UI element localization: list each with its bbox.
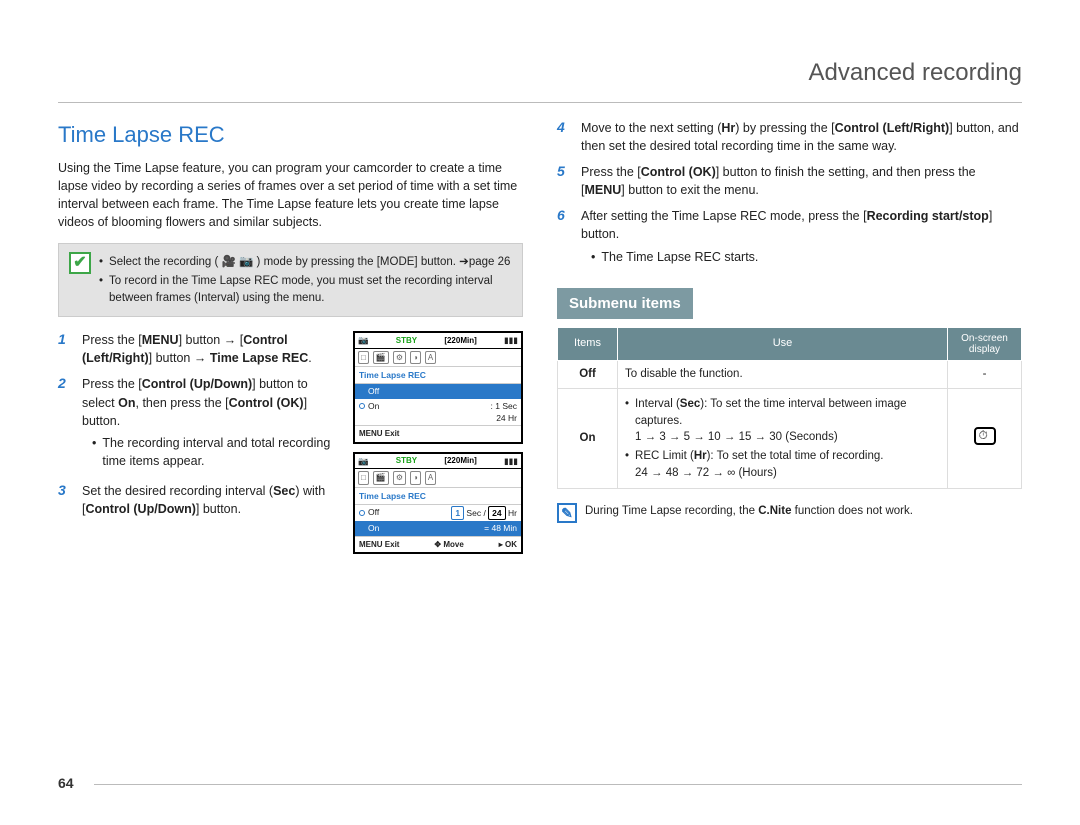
radio-icon [359, 389, 365, 395]
screenshot-column: 📷 STBY [220Min] ▮▮▮ □🎬⚙◑A Time Lapse REC… [353, 331, 523, 562]
note-item: To record in the Time Lapse REC mode, yo… [99, 273, 512, 306]
menu-item-off[interactable]: Off 1 Sec / 24 Hr [355, 505, 521, 521]
cell-use: Interval (Sec): To set the time interval… [618, 389, 948, 489]
right-column: 4 Move to the next setting (Hr) by press… [557, 119, 1022, 563]
header-rule [58, 102, 1022, 103]
step-body: Press the [MENU] button → [Control (Left… [82, 331, 343, 367]
table-row: On Interval (Sec): To set the time inter… [558, 389, 1022, 489]
exit-hint: MENU Exit [359, 428, 399, 440]
th-items: Items [558, 328, 618, 361]
stby-label: STBY [396, 335, 417, 347]
left-column: Time Lapse REC Using the Time Lapse feat… [58, 119, 523, 563]
th-onscreen: On-screen display [948, 328, 1022, 361]
step: 3 Set the desired recording interval (Se… [58, 482, 343, 518]
remaining-time: [220Min] [444, 455, 476, 467]
cell-osd: - [948, 361, 1022, 389]
check-icon: ✔ [69, 252, 91, 274]
stby-label: STBY [396, 455, 417, 467]
battery-icon: ▮▮▮ [504, 455, 518, 467]
step-number: 2 [58, 375, 72, 474]
footer-rule [94, 784, 1022, 785]
mode-icon-strip: □🎬⚙◑A [355, 349, 521, 368]
section-title: Time Lapse REC [58, 119, 523, 151]
radio-icon [359, 510, 365, 516]
step: 4 Move to the next setting (Hr) by press… [557, 119, 1022, 155]
step: 1 Press the [MENU] button → [Control (Le… [58, 331, 343, 367]
camcorder-screenshot-1: 📷 STBY [220Min] ▮▮▮ □🎬⚙◑A Time Lapse REC… [353, 331, 523, 444]
footnote: ✎ During Time Lapse recording, the C.Nit… [557, 503, 1022, 523]
step-body: Press the [Control (OK)] button to finis… [581, 163, 1022, 199]
step-number: 4 [557, 119, 571, 155]
calc-result: = 48 Min [484, 522, 517, 534]
page-number: 64 [58, 773, 74, 793]
submenu-table: Items Use On-screen display Off To disab… [557, 327, 1022, 489]
menu-item-on[interactable]: On = 48 Min [355, 521, 521, 535]
menu-title: Time Lapse REC [355, 367, 521, 384]
step-body: Move to the next setting (Hr) by pressin… [581, 119, 1022, 155]
menu-item-on[interactable]: On : 1 Sec24 Hr [355, 399, 521, 426]
note-box: ✔ Select the recording ( 🎥 📷 ) mode by p… [58, 243, 523, 317]
remaining-time: [220Min] [444, 335, 476, 347]
exit-hint: MENU Exit [359, 539, 399, 551]
note-list: Select the recording ( 🎥 📷 ) mode by pre… [99, 252, 512, 308]
radio-icon [359, 526, 365, 532]
camcorder-screenshot-2: 📷 STBY [220Min] ▮▮▮ □🎬⚙◑A Time Lapse REC… [353, 452, 523, 554]
rec-icon: 📷 [358, 334, 369, 346]
radio-icon [359, 403, 365, 409]
step-sub: The recording interval and total recordi… [92, 434, 343, 470]
move-hint: ✥ Move [434, 539, 463, 551]
th-use: Use [618, 328, 948, 361]
hr-pill[interactable]: 24 [488, 506, 505, 520]
rec-icon: 📷 [358, 455, 369, 467]
note-item: Select the recording ( 🎥 📷 ) mode by pre… [99, 254, 512, 271]
use-bullet: Interval (Sec): To set the time interval… [625, 396, 940, 446]
use-bullet: REC Limit (Hr): To set the total time of… [625, 448, 940, 481]
step: 2 Press the [Control (Up/Down)] button t… [58, 375, 343, 474]
step-number: 1 [58, 331, 72, 367]
step-body: Set the desired recording interval (Sec)… [82, 482, 343, 518]
info-icon: ✎ [557, 503, 577, 523]
step: 5 Press the [Control (OK)] button to fin… [557, 163, 1022, 199]
sec-pill[interactable]: 1 [451, 506, 464, 520]
menu-item-off[interactable]: Off [355, 384, 521, 398]
battery-icon: ▮▮▮ [504, 334, 518, 346]
cell-item: Off [558, 361, 618, 389]
step-number: 5 [557, 163, 571, 199]
step: 6 After setting the Time Lapse REC mode,… [557, 207, 1022, 269]
ok-hint: ▸ OK [499, 539, 517, 551]
cell-osd [948, 389, 1022, 489]
cell-item: On [558, 389, 618, 489]
intro-paragraph: Using the Time Lapse feature, you can pr… [58, 159, 523, 232]
table-row: Off To disable the function. - [558, 361, 1022, 389]
submenu-heading: Submenu items [557, 288, 693, 320]
menu-title: Time Lapse REC [355, 488, 521, 505]
mode-icon-strip: □🎬⚙◑A [355, 469, 521, 488]
timelapse-icon [974, 427, 996, 445]
step-body: After setting the Time Lapse REC mode, p… [581, 207, 1022, 269]
step-number: 6 [557, 207, 571, 269]
chapter-title: Advanced recording [58, 56, 1022, 91]
step-body: Press the [Control (Up/Down)] button to … [82, 375, 343, 474]
footnote-text: During Time Lapse recording, the C.Nite … [585, 503, 913, 520]
step-number: 3 [58, 482, 72, 518]
cell-use: To disable the function. [618, 361, 948, 389]
step-sub: The Time Lapse REC starts. [591, 248, 1022, 266]
